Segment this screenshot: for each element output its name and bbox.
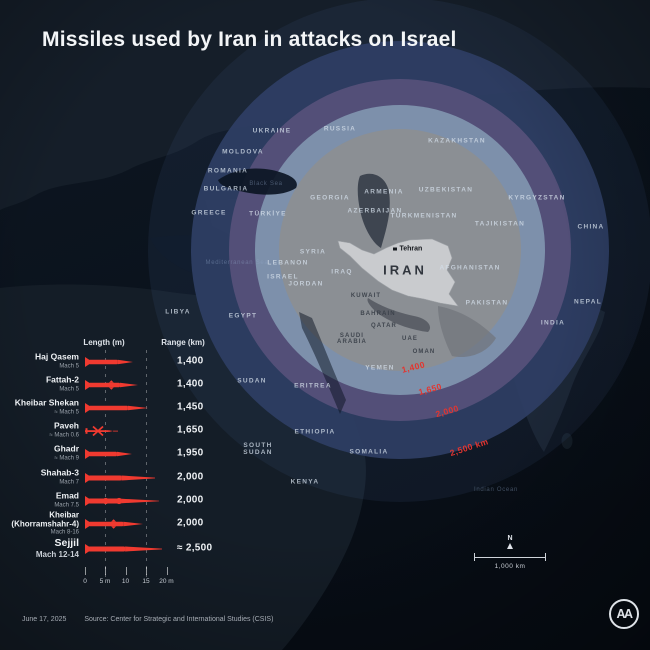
missile-name: Emad xyxy=(55,490,79,501)
missile-length-bar xyxy=(85,471,157,483)
missile-name: Shahab-3 xyxy=(40,467,79,478)
axis-tick xyxy=(166,567,168,575)
axis-tick xyxy=(105,567,106,575)
axis-tick xyxy=(146,567,147,575)
page-title: Missiles used by Iran in attacks on Isra… xyxy=(42,28,457,51)
missile-name: Haj Qasem xyxy=(35,351,79,362)
sea-black-sea xyxy=(218,168,297,195)
publish-date: June 17, 2025 xyxy=(22,616,67,623)
missile-silhouette xyxy=(85,380,138,390)
missile-length-bar xyxy=(85,517,145,529)
sea-caspian xyxy=(357,173,390,248)
missile-name: Fattah-2 xyxy=(45,374,79,385)
missile-range-value: 1,400 xyxy=(177,378,204,390)
range-column-header: Range (km) xyxy=(161,338,205,347)
missile-name: Kheibar Shekan xyxy=(14,397,79,408)
sea-persian-gulf xyxy=(367,298,431,332)
missile-silhouette xyxy=(85,403,148,413)
missile-length-bar xyxy=(85,424,120,437)
missile-speed: Mach 8-16 xyxy=(50,529,79,536)
anadolu-agency-logo-icon: AA xyxy=(609,599,639,629)
missile-silhouette xyxy=(85,473,155,483)
axis-tick xyxy=(85,567,86,575)
missile-name: Ghadr xyxy=(53,443,79,454)
gridline-15m xyxy=(146,350,147,578)
sea-arabian xyxy=(438,306,496,358)
axis-tick-label: 5 m xyxy=(99,578,111,585)
length-column-header: Length (m) xyxy=(83,338,125,347)
north-compass: N xyxy=(499,535,521,549)
north-label: N xyxy=(507,535,513,542)
missile-silhouette xyxy=(85,496,159,506)
missile-length-bar xyxy=(85,447,134,459)
sea-red-sea xyxy=(299,312,346,414)
missile-silhouette xyxy=(85,425,118,437)
axis-tick-label: 0 xyxy=(83,578,87,585)
source-credit: Source: Center for Strategic and Interna… xyxy=(84,616,274,623)
missile-name-block: Kheibar (Khorramshahr-4) Mach 8-16 xyxy=(0,510,79,535)
north-arrow-icon xyxy=(507,543,513,549)
axis-tick-label: 10 xyxy=(121,578,130,585)
missile-range-value: 1,950 xyxy=(177,447,204,459)
iran-shape xyxy=(337,238,459,307)
missile-speed: Mach 7.5 xyxy=(54,502,79,509)
missile-name-block: Fattah-2 Mach 5 xyxy=(0,374,79,393)
missile-range-value: 2,000 xyxy=(177,517,204,529)
missile-length-bar xyxy=(85,401,150,413)
missile-range-value: ≈ 2,500 xyxy=(177,542,213,554)
missile-panel: Length (m) Range (km) Haj Qasem Mach 5 1… xyxy=(0,330,215,600)
missile-name: Paveh xyxy=(53,420,79,431)
sea-overlays xyxy=(218,168,496,414)
missile-speed: Mach 12-14 xyxy=(35,550,79,560)
missile-speed: ≈ Mach 9 xyxy=(54,455,79,462)
missile-range-value: 2,000 xyxy=(177,494,204,506)
missile-speed: Mach 5 xyxy=(59,386,79,393)
land-sri-lanka xyxy=(561,433,573,449)
gridline-5m xyxy=(105,350,106,578)
axis-tick xyxy=(125,567,127,575)
missile-speed: ≈ Mach 0.6 xyxy=(49,432,79,439)
missile-name: Sejjil xyxy=(54,536,79,549)
missile-speed: Mach 7 xyxy=(59,479,79,486)
footer: June 17, 2025 Source: Center for Strateg… xyxy=(22,616,273,623)
missile-speed: Mach 5 xyxy=(59,363,79,370)
missile-silhouette xyxy=(85,449,132,459)
missile-speed: ≈ Mach 5 xyxy=(54,409,79,416)
missile-range-value: 2,000 xyxy=(177,471,204,483)
missile-length-bar xyxy=(85,494,161,506)
missile-name: Kheibar (Khorramshahr-4) xyxy=(11,510,79,529)
missile-name-block: Sejjil Mach 12-14 xyxy=(0,537,79,559)
missile-name-block: Ghadr ≈ Mach 9 xyxy=(0,443,79,462)
missile-range-value: 1,650 xyxy=(177,424,204,436)
axis-tick-label: 20 m xyxy=(159,578,174,585)
axis-tick-label: 15 xyxy=(142,578,150,585)
missile-silhouette xyxy=(85,544,162,554)
scale-bar xyxy=(474,553,546,561)
missile-range-value: 1,450 xyxy=(177,401,204,413)
missile-length-bar xyxy=(85,542,164,554)
missile-length-bar xyxy=(85,378,140,390)
missile-silhouette xyxy=(85,519,143,529)
missile-silhouette xyxy=(85,357,133,367)
missile-range-value: 1,400 xyxy=(177,355,204,367)
missile-name-block: Kheibar Shekan ≈ Mach 5 xyxy=(0,397,79,416)
scale-bar-label: 1,000 km xyxy=(494,563,526,570)
missile-name-block: Haj Qasem Mach 5 xyxy=(0,351,79,370)
missile-name-block: Paveh ≈ Mach 0.6 xyxy=(0,420,79,439)
missile-name-block: Emad Mach 7.5 xyxy=(0,490,79,509)
missile-length-bar xyxy=(85,355,135,367)
missile-name-block: Shahab-3 Mach 7 xyxy=(0,467,79,486)
